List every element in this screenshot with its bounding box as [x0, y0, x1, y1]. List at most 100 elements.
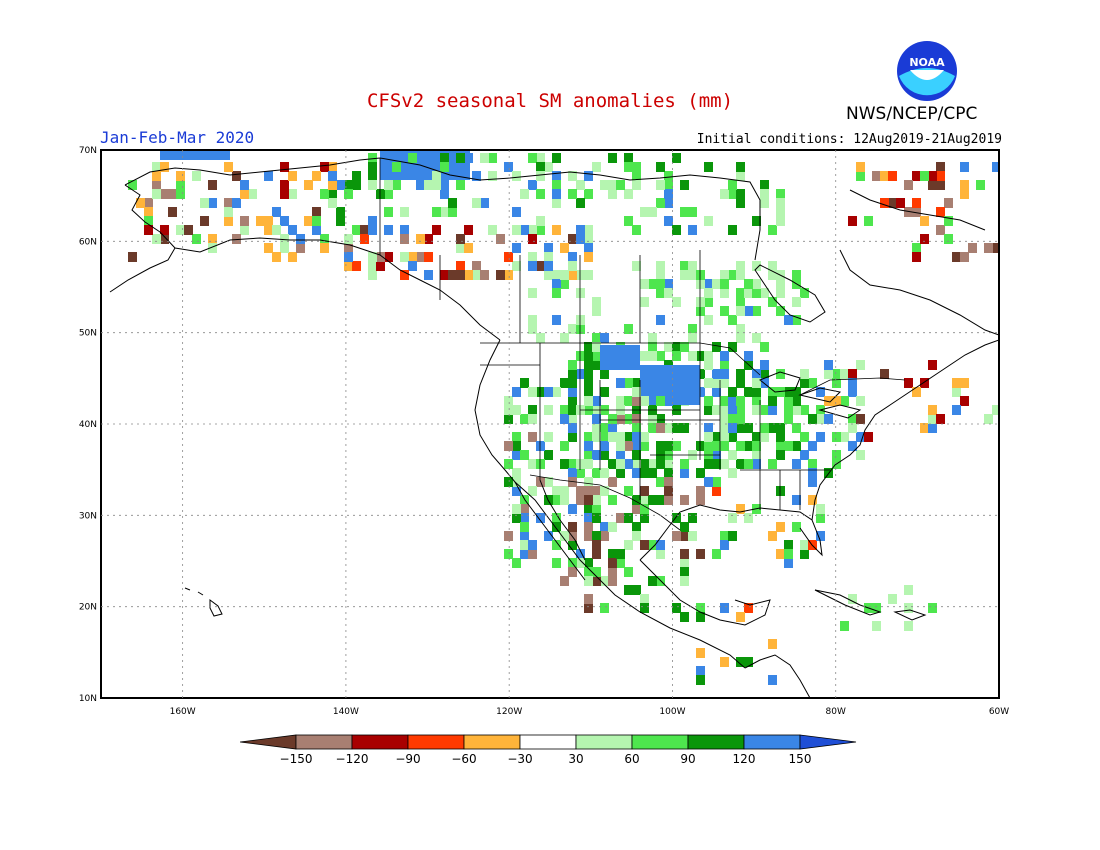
anomaly-cell	[600, 423, 609, 433]
anomaly-cell	[520, 504, 529, 514]
anomaly-cell	[440, 162, 449, 172]
anomaly-cell	[664, 423, 673, 433]
anomaly-cell	[712, 387, 721, 397]
anomaly-cell	[400, 252, 409, 262]
anomaly-cell	[592, 531, 601, 541]
anomaly-cell	[432, 171, 441, 181]
anomaly-cell	[304, 216, 313, 226]
anomaly-cell	[840, 369, 849, 379]
anomaly-cell	[544, 531, 553, 541]
anomaly-cell	[792, 495, 801, 505]
anomaly-cell	[368, 216, 377, 226]
anomaly-cell	[712, 279, 721, 289]
anomaly-cell	[600, 333, 609, 343]
anomaly-cell	[632, 468, 641, 478]
graticule	[101, 150, 999, 698]
anomaly-cell	[424, 180, 433, 190]
anomaly-cell	[264, 243, 273, 253]
anomaly-cell	[504, 396, 513, 406]
anomaly-cell	[576, 198, 585, 208]
anomaly-cell	[592, 549, 601, 559]
anomaly-cell	[848, 441, 857, 451]
anomaly-cell	[752, 279, 761, 289]
anomaly-cell	[720, 306, 729, 316]
anomaly-cell	[440, 180, 449, 190]
anomaly-cell	[912, 198, 921, 208]
anomaly-cell	[160, 189, 169, 199]
anomaly-cell	[536, 162, 545, 172]
anomaly-cell	[752, 441, 761, 451]
anomaly-cell	[752, 378, 761, 388]
anomaly-cell	[520, 549, 529, 559]
anomaly-cell	[736, 297, 745, 307]
anomaly-cell	[656, 180, 665, 190]
anomaly-cell	[568, 270, 577, 280]
anomaly-cell	[920, 378, 929, 388]
anomaly-cell	[624, 414, 633, 424]
anomaly-cell	[456, 270, 465, 280]
anomaly-cell	[768, 639, 777, 649]
anomaly-cell	[528, 180, 537, 190]
anomaly-cell	[704, 162, 713, 172]
anomaly-cell	[632, 531, 641, 541]
anomaly-cell	[320, 243, 329, 253]
anomaly-cell	[616, 414, 625, 424]
legend-swatch	[631, 734, 689, 750]
anomaly-cell	[736, 198, 745, 208]
anomaly-cell	[928, 180, 937, 190]
anomaly-cell	[688, 207, 697, 217]
anomaly-cell	[520, 378, 529, 388]
anomaly-cell	[800, 405, 809, 415]
anomaly-cell	[584, 342, 593, 352]
anomaly-cell	[440, 270, 449, 280]
anomaly-cell	[616, 558, 625, 568]
anomaly-cell	[784, 540, 793, 550]
anomaly-cell	[160, 162, 169, 172]
anomaly-cell	[312, 225, 321, 235]
anomaly-cell	[568, 468, 577, 478]
anomaly-cell	[880, 369, 889, 379]
anomaly-cell	[432, 225, 441, 235]
anomaly-cell	[760, 369, 769, 379]
anomaly-cell	[736, 162, 745, 172]
anomaly-cell	[816, 504, 825, 514]
anomaly-cell	[544, 387, 553, 397]
anomaly-cell	[384, 225, 393, 235]
anomaly-cell	[208, 243, 217, 253]
anomaly-cell	[704, 216, 713, 226]
anomaly-cell	[728, 414, 737, 424]
anomaly-cell	[504, 477, 513, 487]
anomaly-cell	[480, 153, 489, 163]
anomaly-cell	[584, 387, 593, 397]
anomaly-cell	[728, 180, 737, 190]
anomaly-cell	[784, 549, 793, 559]
anomaly-cell	[776, 306, 785, 316]
anomaly-cell	[664, 198, 673, 208]
anomaly-cell	[280, 243, 289, 253]
anomaly-cell	[656, 495, 665, 505]
anomaly-cell	[472, 261, 481, 271]
legend-swatch	[519, 734, 577, 750]
lon-label: 80W	[826, 707, 846, 717]
anomaly-cell	[856, 414, 865, 424]
legend-swatch	[463, 734, 521, 750]
anomaly-cell	[288, 171, 297, 181]
anomaly-cell	[816, 387, 825, 397]
anomaly-cell	[720, 189, 729, 199]
anomaly-cell	[568, 360, 577, 370]
baja-coast	[514, 479, 586, 581]
legend-label: 150	[789, 752, 812, 766]
anomaly-cell	[960, 252, 969, 262]
anomaly-cell	[952, 252, 961, 262]
anomaly-cell	[864, 432, 873, 442]
anomaly-cell	[328, 171, 337, 181]
anomaly-cell	[672, 513, 681, 523]
anomaly-cell	[872, 171, 881, 181]
anomaly-cell	[992, 162, 999, 172]
anomaly-cell	[192, 234, 201, 244]
anomaly-cell	[344, 234, 353, 244]
anomaly-cell	[816, 432, 825, 442]
anomaly-cell	[464, 153, 473, 163]
anomaly-cell	[608, 495, 617, 505]
anomaly-cell	[624, 162, 633, 172]
